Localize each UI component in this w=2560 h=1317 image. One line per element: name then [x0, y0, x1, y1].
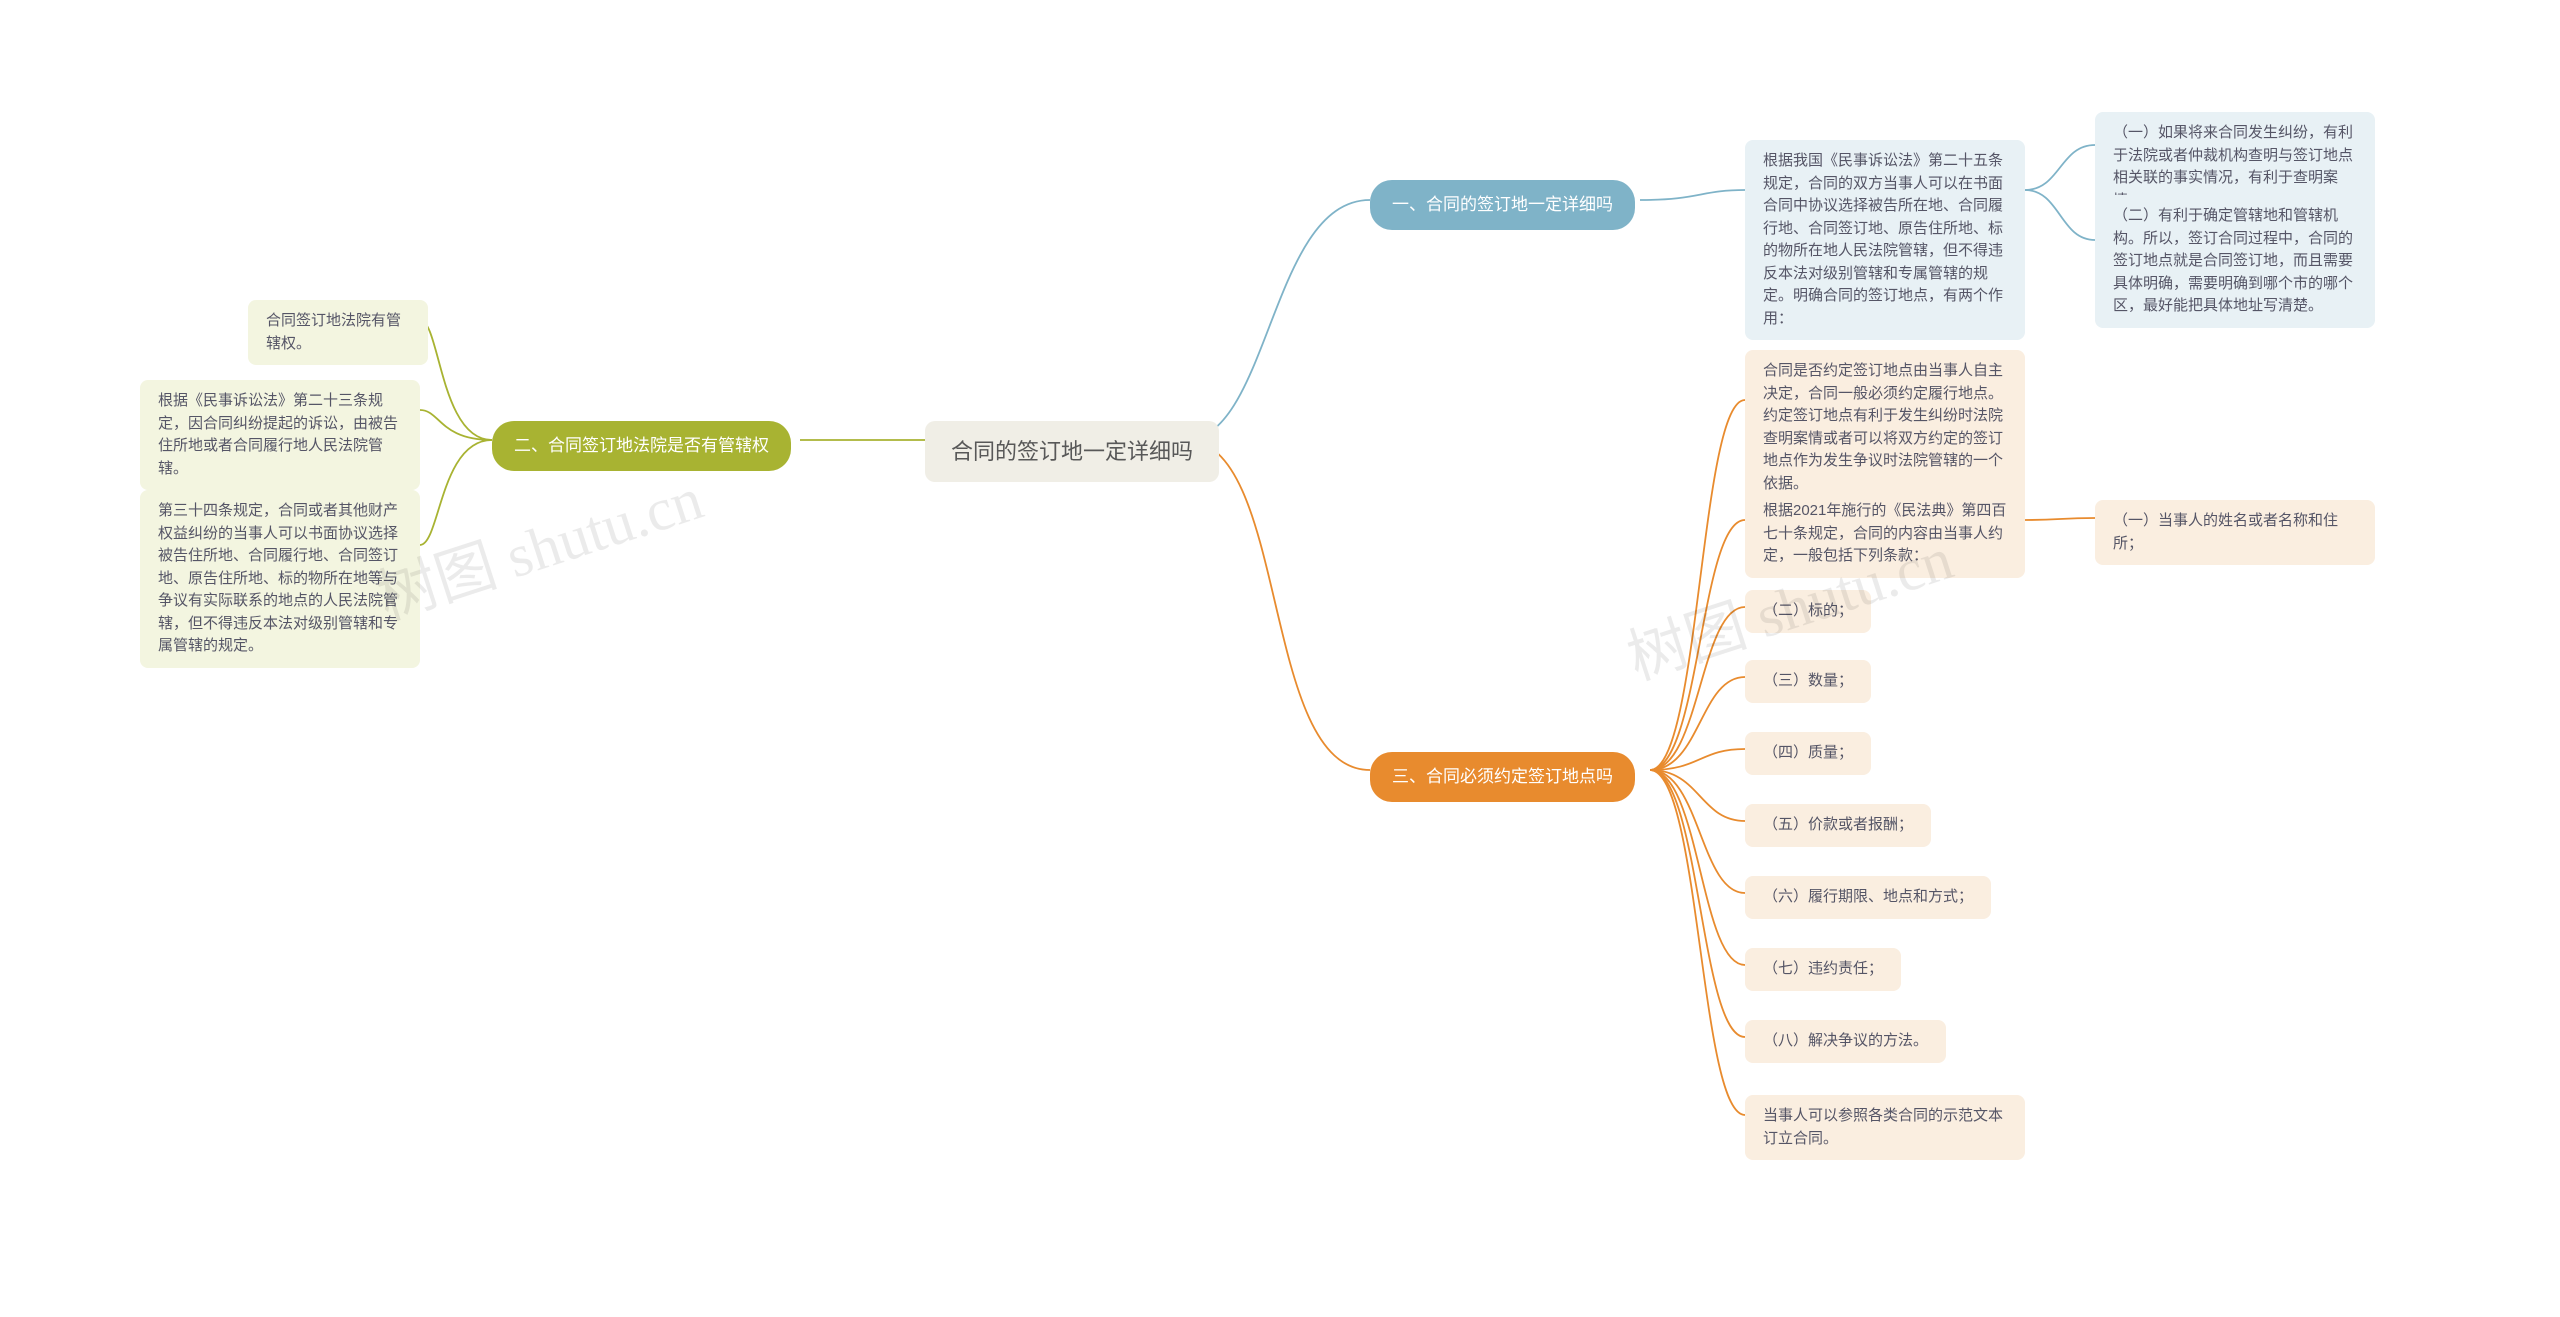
leaf-text: （七）违约责任； — [1763, 960, 1883, 977]
leaf-text: 当事人可以参照各类合同的示范文本订立合同。 — [1763, 1107, 2003, 1147]
leaf-text: 合同是否约定签订地点由当事人自主决定，合同一般必须约定履行地点。约定签订地点有利… — [1763, 362, 2003, 492]
leaf-text: （四）质量； — [1763, 744, 1853, 761]
topic-b2[interactable]: 二、合同签订地法院是否有管辖权 — [492, 421, 791, 471]
topic-b1-label: 一、合同的签订地一定详细吗 — [1392, 195, 1613, 214]
leaf-b3-l2a[interactable]: （一）当事人的姓名或者名称和住所； — [2095, 500, 2375, 565]
leaf-text: （二）有利于确定管辖地和管辖机构。所以，签订合同过程中，合同的签订地点就是合同签… — [2113, 207, 2353, 314]
topic-b3[interactable]: 三、合同必须约定签订地点吗 — [1370, 752, 1635, 802]
leaf-text: （八）解决争议的方法。 — [1763, 1032, 1928, 1049]
leaf-text: （五）价款或者报酬； — [1763, 816, 1913, 833]
leaf-b3-l6[interactable]: （五）价款或者报酬； — [1745, 804, 1931, 847]
leaf-b3-l5[interactable]: （四）质量； — [1745, 732, 1871, 775]
topic-b3-label: 三、合同必须约定签订地点吗 — [1392, 767, 1613, 786]
topic-b2-label: 二、合同签订地法院是否有管辖权 — [514, 436, 769, 455]
leaf-b1-l1[interactable]: 根据我国《民事诉讼法》第二十五条规定，合同的双方当事人可以在书面合同中协议选择被… — [1745, 140, 2025, 340]
leaf-text: （二）标的； — [1763, 602, 1853, 619]
leaf-b3-l2[interactable]: 根据2021年施行的《民法典》第四百七十条规定，合同的内容由当事人约定，一般包括… — [1745, 490, 2025, 578]
leaf-b3-l3[interactable]: （二）标的； — [1745, 590, 1871, 633]
leaf-b2-l2[interactable]: 根据《民事诉讼法》第二十三条规定，因合同纠纷提起的诉讼，由被告住所地或者合同履行… — [140, 380, 420, 490]
leaf-b3-l8[interactable]: （七）违约责任； — [1745, 948, 1901, 991]
leaf-b3-l4[interactable]: （三）数量； — [1745, 660, 1871, 703]
leaf-text: 根据2021年施行的《民法典》第四百七十条规定，合同的内容由当事人约定，一般包括… — [1763, 502, 2006, 564]
leaf-b3-l9[interactable]: （八）解决争议的方法。 — [1745, 1020, 1946, 1063]
root-node[interactable]: 合同的签订地一定详细吗 — [925, 421, 1219, 482]
leaf-text: 根据《民事诉讼法》第二十三条规定，因合同纠纷提起的诉讼，由被告住所地或者合同履行… — [158, 392, 398, 477]
leaf-b3-l7[interactable]: （六）履行期限、地点和方式； — [1745, 876, 1991, 919]
leaf-b2-l1[interactable]: 合同签订地法院有管辖权。 — [248, 300, 428, 365]
leaf-text: （一）当事人的姓名或者名称和住所； — [2113, 512, 2338, 552]
leaf-text: 根据我国《民事诉讼法》第二十五条规定，合同的双方当事人可以在书面合同中协议选择被… — [1763, 152, 2003, 327]
leaf-b1-l1b[interactable]: （二）有利于确定管辖地和管辖机构。所以，签订合同过程中，合同的签订地点就是合同签… — [2095, 195, 2375, 328]
topic-b1[interactable]: 一、合同的签订地一定详细吗 — [1370, 180, 1635, 230]
leaf-b2-l3[interactable]: 第三十四条规定，合同或者其他财产权益纠纷的当事人可以书面协议选择被告住所地、合同… — [140, 490, 420, 668]
leaf-b3-l1[interactable]: 合同是否约定签订地点由当事人自主决定，合同一般必须约定履行地点。约定签订地点有利… — [1745, 350, 2025, 505]
leaf-text: （六）履行期限、地点和方式； — [1763, 888, 1973, 905]
leaf-text: 合同签订地法院有管辖权。 — [266, 312, 401, 352]
leaf-b3-l10[interactable]: 当事人可以参照各类合同的示范文本订立合同。 — [1745, 1095, 2025, 1160]
root-label: 合同的签订地一定详细吗 — [951, 439, 1193, 464]
leaf-text: （三）数量； — [1763, 672, 1853, 689]
leaf-text: 第三十四条规定，合同或者其他财产权益纠纷的当事人可以书面协议选择被告住所地、合同… — [158, 502, 398, 654]
